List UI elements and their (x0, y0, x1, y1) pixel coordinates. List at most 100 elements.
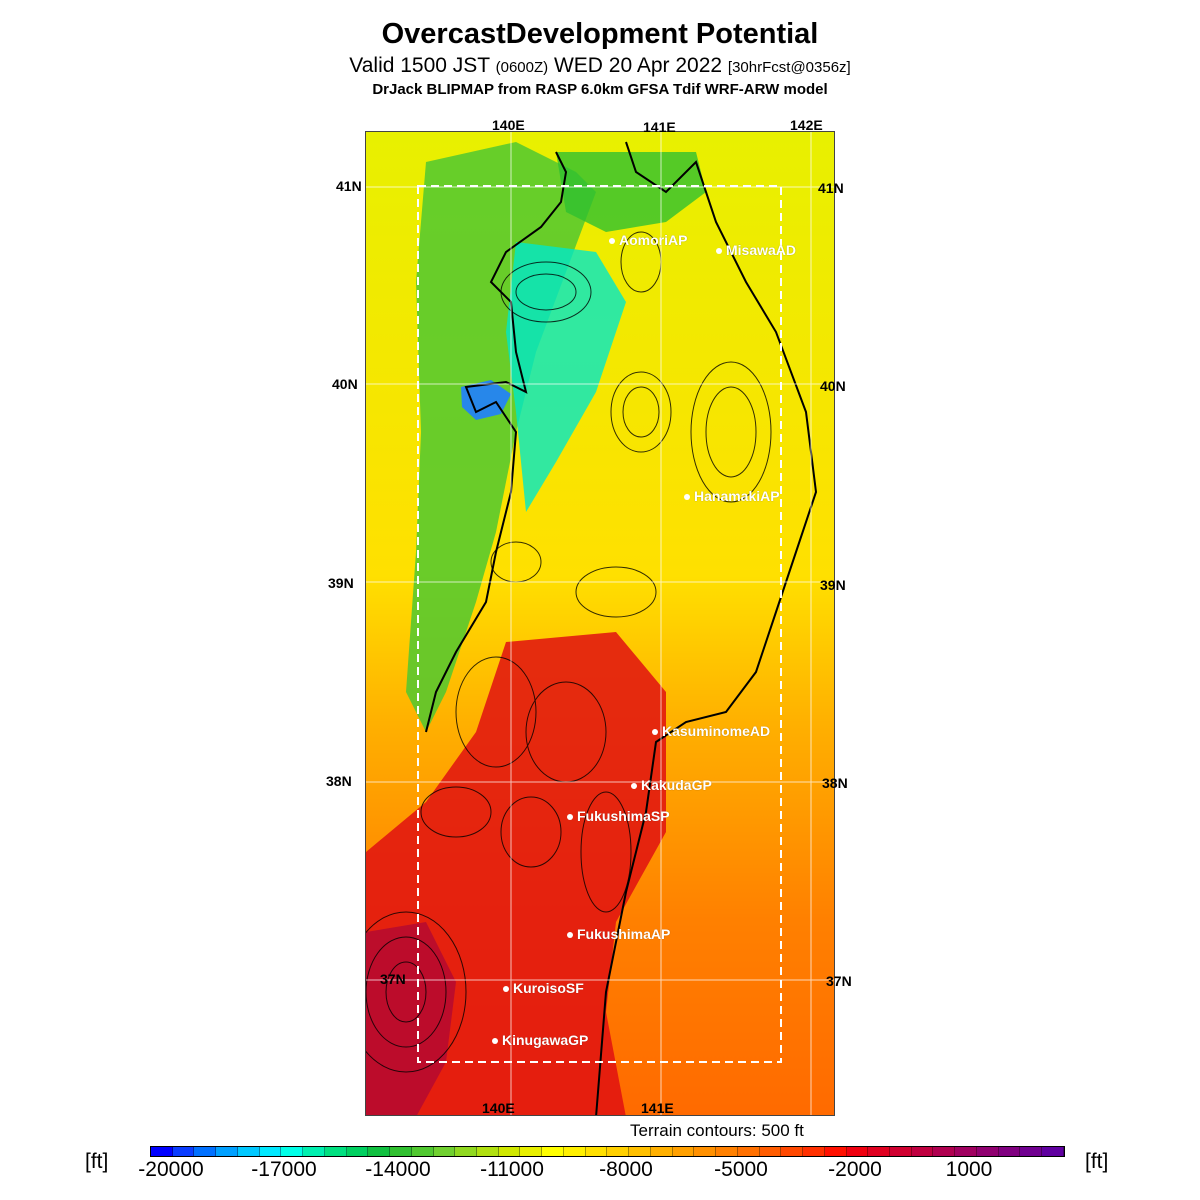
colorbar-tick: -5000 (714, 1158, 768, 1181)
colorbar-swatch (216, 1147, 238, 1156)
colorbar-swatch (694, 1147, 717, 1156)
colorbar-swatch (151, 1147, 173, 1156)
colorbar-swatch (563, 1147, 586, 1156)
forecast-info: [30hrFcst@0356z] (727, 59, 851, 76)
colorbar-swatch (759, 1147, 782, 1156)
colorbar-swatch (824, 1147, 847, 1156)
colorbar-swatch (889, 1147, 912, 1156)
colorbar-swatch (803, 1147, 825, 1156)
blue-zone (461, 380, 511, 420)
colorbar-swatch (737, 1147, 760, 1156)
domain-box (417, 185, 782, 1063)
lat-label-37n-right: 37N (826, 973, 852, 989)
colorbar-swatch (933, 1147, 956, 1156)
colorbar-swatch (390, 1147, 412, 1156)
station-misawaad[interactable]: MisawaAD (716, 242, 796, 258)
colorbar-unit-left: [ft] (85, 1150, 109, 1173)
colorbar-swatch (172, 1147, 195, 1156)
colorbar-swatch (976, 1147, 999, 1156)
forecast-map (365, 131, 835, 1116)
terrain-contour-note: Terrain contours: 500 ft (630, 1121, 804, 1140)
colorbar-swatch (237, 1147, 260, 1156)
colorbar-swatch (455, 1147, 478, 1156)
lat-label-37n-left: 37N (380, 971, 406, 987)
colorbar-tick: -2000 (828, 1158, 882, 1181)
station-marker-icon (492, 1038, 498, 1045)
lat-label-40n-left: 40N (332, 376, 358, 392)
station-kinugawagp[interactable]: KinugawaGP (492, 1032, 588, 1048)
model-description: DrJack BLIPMAP from RASP 6.0km GFSA Tdif… (372, 81, 828, 98)
colorbar-swatch (781, 1147, 804, 1156)
lat-label-39n-left: 39N (328, 575, 354, 591)
colorbar-swatch (477, 1147, 499, 1156)
colorbar-swatch (303, 1147, 325, 1156)
lat-label-41n-right: 41N (818, 180, 844, 196)
colorbar-unit-right: [ft] (1085, 1150, 1109, 1173)
colorbar-swatch (411, 1147, 434, 1156)
lon-label-140e-bottom: 140E (482, 1100, 515, 1116)
colorbar-swatch (846, 1147, 869, 1156)
map-title: OvercastDevelopment Potential (381, 18, 819, 50)
colorbar-swatch (955, 1147, 977, 1156)
colorbar-swatch (629, 1147, 651, 1156)
colorbar-tick: 1000 (945, 1158, 993, 1181)
colorbar-swatch (672, 1147, 695, 1156)
station-fukushimasp[interactable]: FukushimaSP (567, 808, 670, 824)
station-marker-icon (684, 494, 690, 501)
station-marker-icon (503, 986, 509, 993)
colorbar-swatch (998, 1147, 1021, 1156)
station-kakudagp[interactable]: KakudaGP (631, 777, 712, 793)
colorbar-swatch (281, 1147, 304, 1156)
lon-label-140e-top: 140E (492, 117, 525, 133)
lat-label-41n-left: 41N (336, 178, 362, 194)
colorbar (150, 1146, 1065, 1157)
colorbar-swatch (1042, 1147, 1064, 1156)
colorbar-swatch (868, 1147, 890, 1156)
colorbar-swatch (324, 1147, 347, 1156)
coastline-east (595, 141, 818, 1115)
colorbar-swatch (911, 1147, 934, 1156)
colorbar-tick: -17000 (251, 1158, 317, 1181)
colorbar-swatch (368, 1147, 391, 1156)
colorbar-swatch (433, 1147, 456, 1156)
lat-label-40n-right: 40N (820, 378, 846, 394)
darkred-zone (366, 922, 456, 1115)
station-aomoriap[interactable]: AomoriAP (609, 232, 687, 248)
lat-label-38n-right: 38N (822, 775, 848, 791)
lat-label-38n-left: 38N (326, 773, 352, 789)
colorbar-tick: -11000 (480, 1158, 544, 1181)
colorbar-swatch (1020, 1147, 1043, 1156)
map-subtitle: Valid 1500 JST (0600Z) WED 20 Apr 2022 [… (0, 54, 1200, 78)
valid-date: WED 20 Apr 2022 (553, 54, 723, 77)
station-marker-icon (716, 248, 722, 255)
map-field (366, 132, 834, 1115)
green-zone-north (556, 152, 706, 232)
colorbar-swatch (194, 1147, 217, 1156)
colorbar-tick: -8000 (599, 1158, 653, 1181)
station-marker-icon (567, 814, 573, 821)
station-marker-icon (567, 932, 573, 939)
colorbar-swatch (542, 1147, 564, 1156)
colorbar-swatch (346, 1147, 369, 1156)
station-kuroisosf[interactable]: KuroisoSF (503, 980, 584, 996)
colorbar-tick: -20000 (138, 1158, 204, 1181)
lon-label-141e-bottom: 141E (641, 1100, 674, 1116)
colorbar-tick: -14000 (365, 1158, 431, 1181)
station-fukushimaap[interactable]: FukushimaAP (567, 926, 670, 942)
station-marker-icon (652, 729, 658, 736)
lat-label-39n-right: 39N (820, 577, 846, 593)
colorbar-swatch (585, 1147, 608, 1156)
lon-label-141e-top: 141E (643, 119, 676, 135)
station-hanamakiap[interactable]: HanamakiAP (684, 488, 780, 504)
valid-time-utc: (0600Z) (495, 59, 549, 76)
valid-time: Valid 1500 JST (349, 54, 490, 77)
station-marker-icon (609, 238, 615, 245)
colorbar-swatch (650, 1147, 673, 1156)
colorbar-swatch (520, 1147, 543, 1156)
colorbar-swatch (716, 1147, 738, 1156)
colorbar-swatch (498, 1147, 521, 1156)
colorbar-swatch (259, 1147, 282, 1156)
station-kasuminomead[interactable]: KasuminomeAD (652, 723, 770, 739)
colorbar-swatch (607, 1147, 630, 1156)
station-marker-icon (631, 783, 637, 790)
